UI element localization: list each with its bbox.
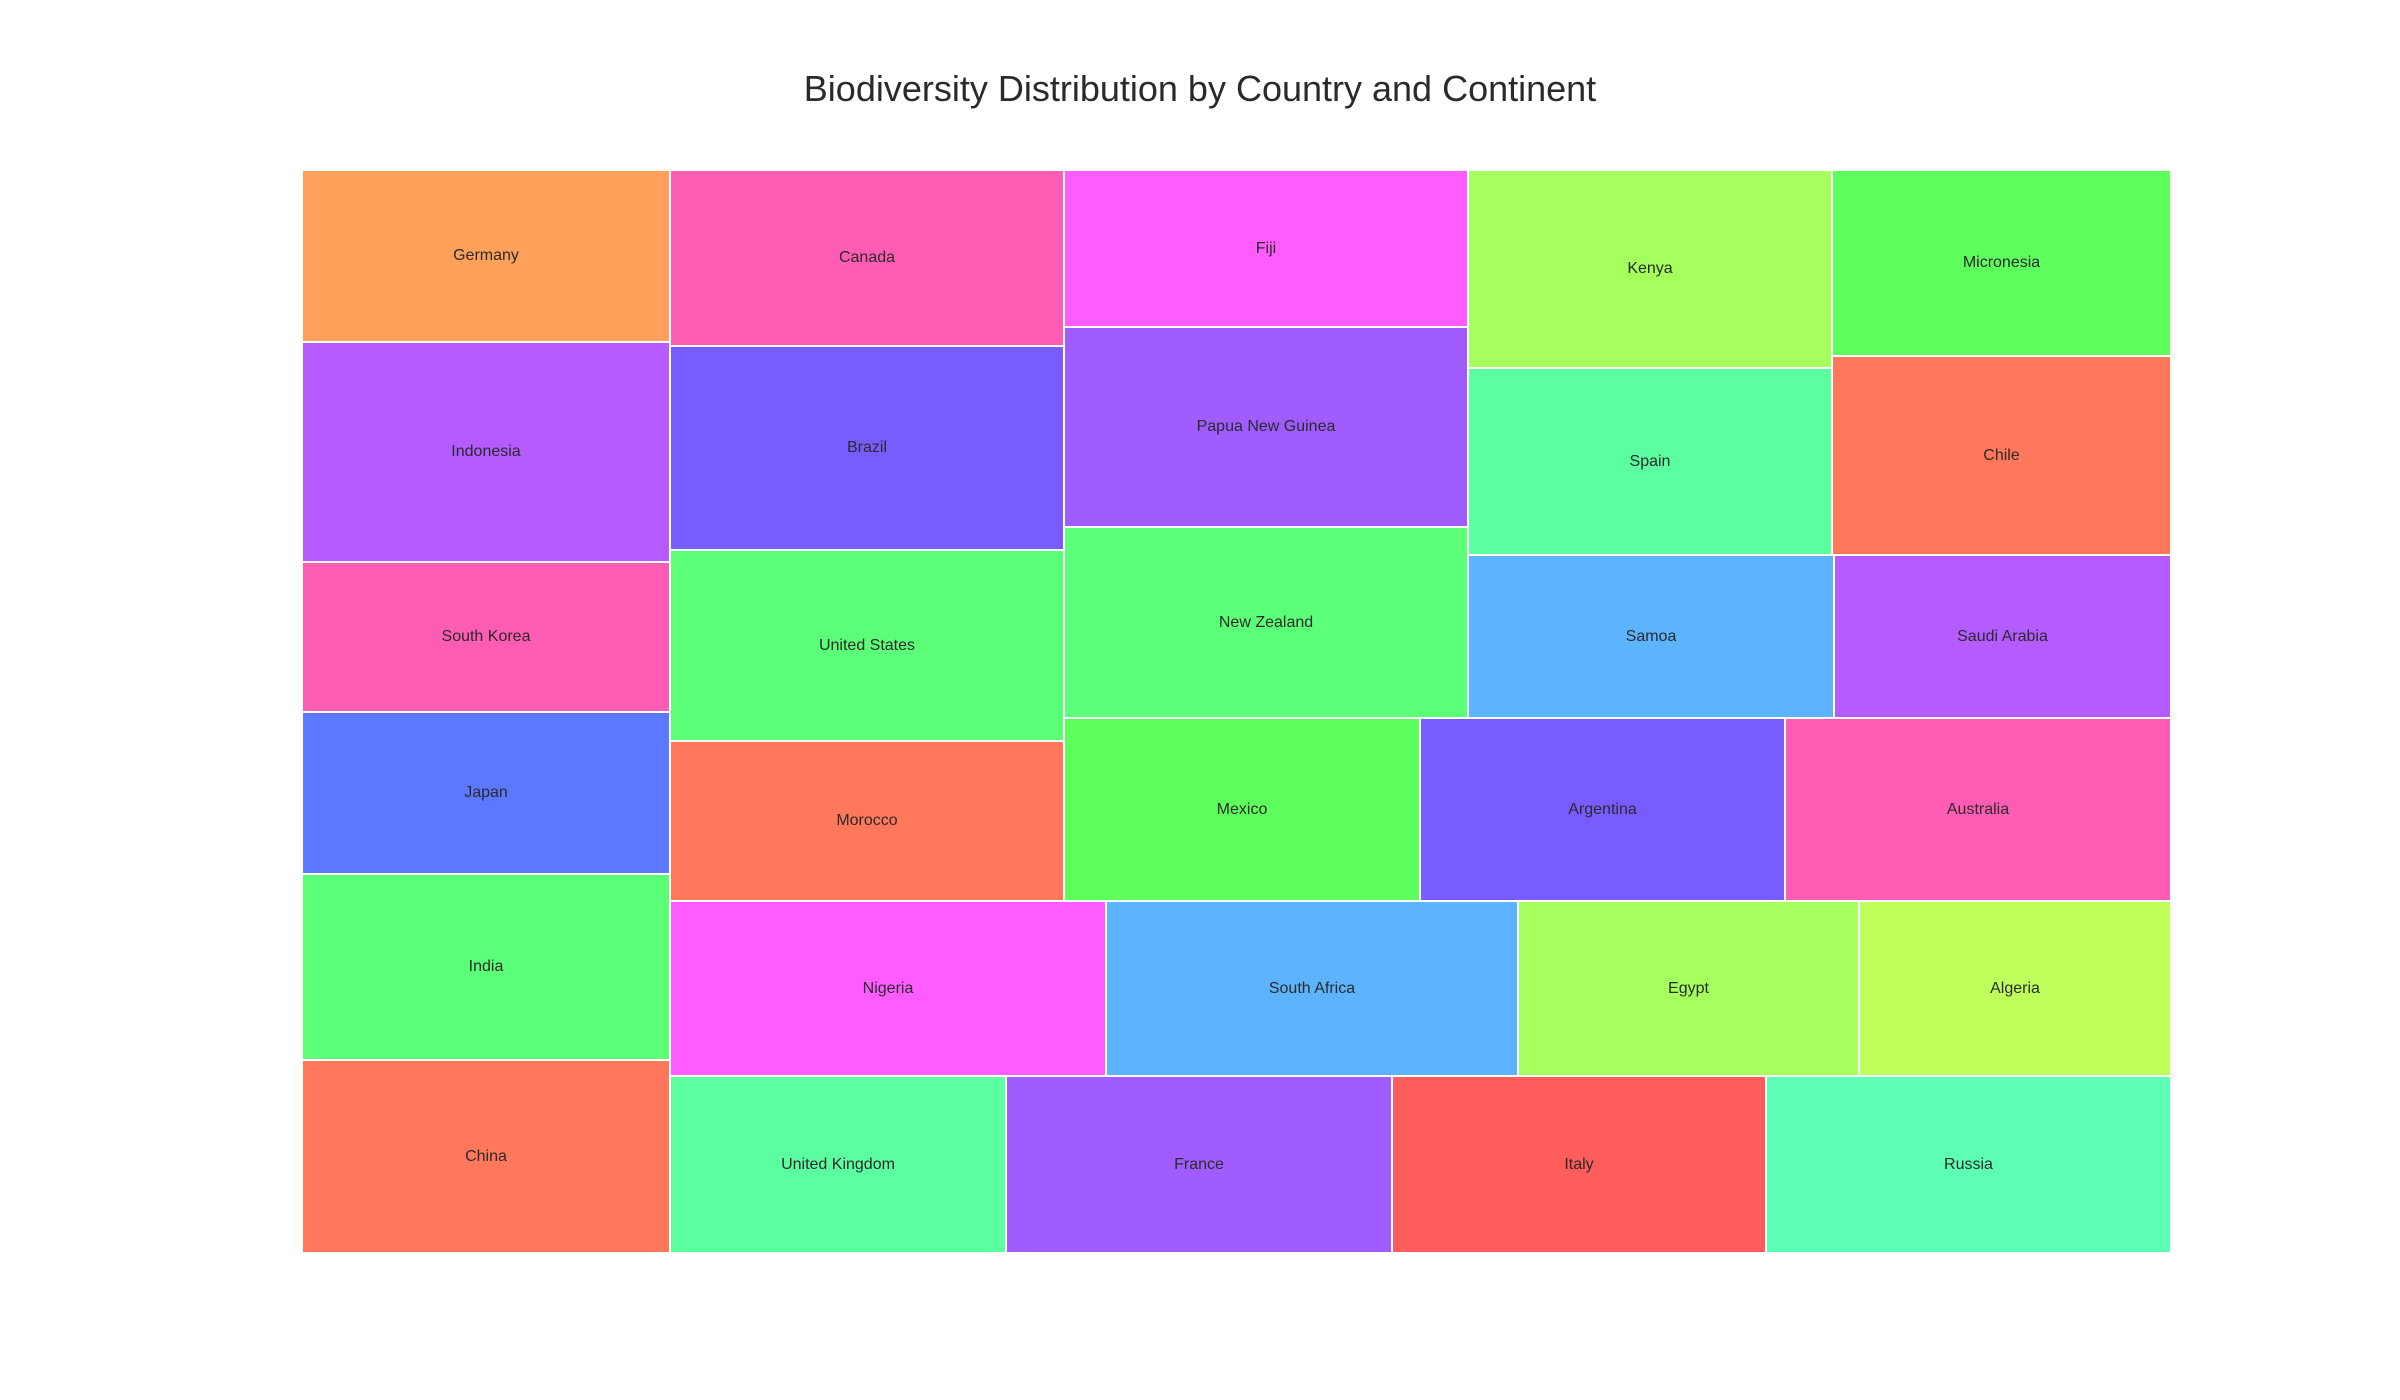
treemap-tile-label: Brazil [846, 439, 887, 456]
treemap-tile[interactable]: Egypt [1518, 901, 1859, 1076]
treemap-tile[interactable]: Mexico [1064, 718, 1420, 901]
treemap-tile[interactable]: United Kingdom [670, 1076, 1006, 1253]
treemap-tile-label: Germany [453, 247, 519, 264]
treemap-tile-label: New Zealand [1218, 613, 1314, 631]
treemap-tile-label: Indonesia [451, 443, 521, 460]
treemap-tile-label: Egypt [1668, 979, 1709, 997]
treemap-tile[interactable]: Algeria [1859, 901, 2171, 1076]
treemap-tile-label: Kenya [1627, 260, 1673, 277]
treemap-tile-label: Micronesia [1962, 254, 2041, 271]
treemap-tile[interactable]: Canada [670, 170, 1064, 346]
treemap-tile[interactable]: Japan [302, 712, 670, 874]
treemap-tile[interactable]: South Africa [1106, 901, 1518, 1076]
treemap-tile-label: Nigeria [862, 979, 914, 997]
treemap-tile[interactable]: Papua New Guinea [1064, 327, 1468, 527]
treemap-tile[interactable]: New Zealand [1064, 527, 1468, 718]
treemap-tile[interactable]: Spain [1468, 368, 1832, 555]
treemap-tile[interactable]: Australia [1785, 718, 2171, 901]
treemap-tile-label: Canada [838, 249, 896, 266]
treemap-tile-label: South Korea [441, 628, 531, 645]
treemap-tile-label: Japan [464, 784, 508, 801]
treemap-tile-label: Australia [1946, 800, 2010, 818]
treemap-tile[interactable]: Germany [302, 170, 670, 342]
treemap-tile-label: Saudi Arabia [1957, 627, 2048, 645]
treemap-tile-label: China [465, 1147, 507, 1165]
treemap-tile[interactable]: France [1006, 1076, 1392, 1253]
treemap-tile-label: Algeria [1990, 979, 2040, 997]
treemap-tile-label: India [468, 958, 504, 975]
treemap-tile-label: South Africa [1268, 979, 1356, 997]
treemap-tile-label: Fiji [1255, 239, 1277, 257]
treemap-tile[interactable]: Morocco [670, 741, 1064, 901]
treemap-tile-label: Samoa [1625, 627, 1677, 645]
treemap-tile-label: Chile [1983, 446, 2020, 464]
treemap-tile[interactable]: Micronesia [1832, 170, 2171, 356]
treemap-tile[interactable]: Russia [1766, 1076, 2171, 1253]
treemap-tile-label: Russia [1944, 1155, 1993, 1173]
treemap-tile-label: Argentina [1568, 800, 1637, 818]
treemap-tile-label: Italy [1564, 1155, 1594, 1173]
treemap-tile-label: Morocco [836, 812, 898, 829]
treemap-tile[interactable]: Indonesia [302, 342, 670, 562]
treemap-tile[interactable]: Samoa [1468, 555, 1834, 718]
treemap-tile-label: Spain [1629, 452, 1671, 470]
treemap-tile[interactable]: Nigeria [670, 901, 1106, 1076]
treemap-tile-label: Mexico [1216, 800, 1268, 818]
treemap-tile[interactable]: Fiji [1064, 170, 1468, 327]
treemap-tile[interactable]: Kenya [1468, 170, 1832, 368]
treemap-tile-label: France [1174, 1155, 1224, 1173]
treemap-tile[interactable]: China [302, 1060, 670, 1253]
treemap-tile-label: Papua New Guinea [1196, 418, 1336, 435]
treemap-tile-label: United States [818, 636, 916, 654]
treemap-tile-label: United Kingdom [781, 1155, 895, 1173]
treemap-tile[interactable]: Brazil [670, 346, 1064, 550]
treemap-tile[interactable]: Argentina [1420, 718, 1785, 901]
chart-title: Biodiversity Distribution by Country and… [803, 68, 1597, 109]
treemap-tile[interactable]: India [302, 874, 670, 1060]
treemap-tile[interactable]: United States [670, 550, 1064, 741]
treemap-tile[interactable]: Saudi Arabia [1834, 555, 2171, 718]
treemap-tile[interactable]: Italy [1392, 1076, 1766, 1253]
treemap-tile[interactable]: Chile [1832, 356, 2171, 555]
treemap: Germany Indonesia South Korea Japan India Chi… [302, 170, 2171, 1253]
treemap-tile[interactable]: South Korea [302, 562, 670, 712]
